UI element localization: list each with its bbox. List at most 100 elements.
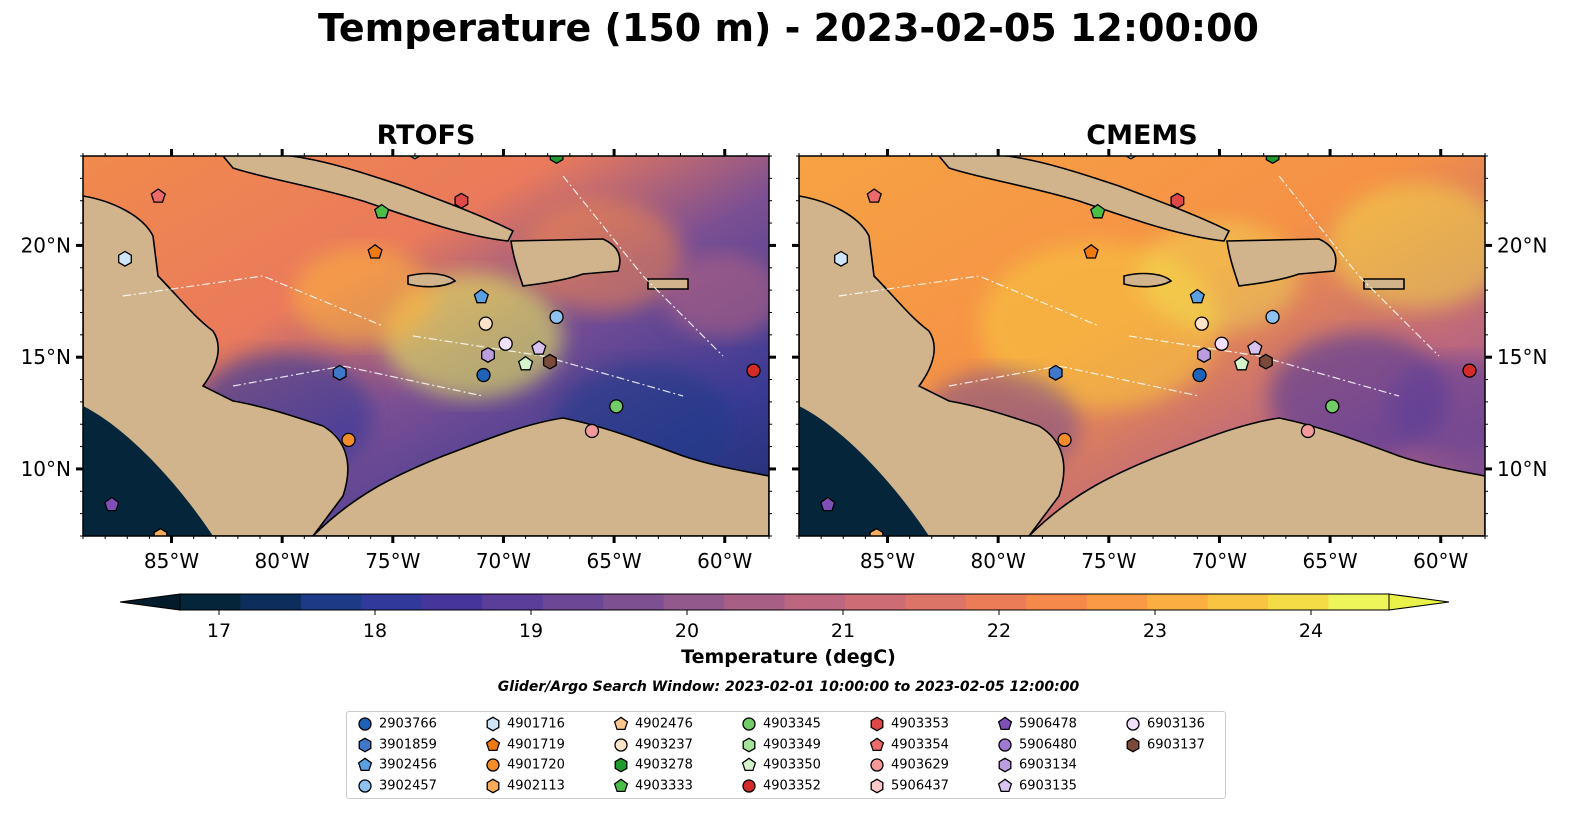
float-marker-4903237 — [1194, 316, 1209, 331]
float-marker-4903237 — [478, 316, 493, 331]
float-marker-6903136 — [498, 336, 513, 351]
float-marker-4901720 — [1057, 432, 1072, 448]
legend-label: 3902456 — [379, 757, 437, 773]
pentagon-marker-icon — [357, 757, 373, 772]
circle-marker-icon — [742, 778, 756, 793]
lon-tick-label: 60°W — [1413, 549, 1468, 573]
lat-tick-label: 20°N — [21, 233, 71, 257]
colorbar-tick-label: 18 — [363, 620, 387, 642]
pentagon-marker-icon — [741, 757, 757, 772]
legend-entry-4903278: 4903278 — [613, 757, 693, 774]
float-marker-4901719 — [1083, 243, 1099, 259]
colorbar-label: Temperature (degC) — [681, 646, 896, 668]
hexagon-marker-icon — [486, 778, 500, 793]
legend-entry-4903354: 4903354 — [869, 736, 949, 754]
legend-marker — [358, 717, 372, 731]
lon-tick-label: 85°W — [144, 549, 199, 573]
colorbar-segment — [1026, 594, 1088, 610]
legend-marker — [870, 758, 884, 772]
legend-marker — [613, 716, 629, 731]
colorbar-segment — [663, 594, 725, 610]
float-marker-4902113 — [153, 527, 168, 536]
legend-entry-2903766: 2903766 — [357, 716, 437, 733]
legend-marker — [486, 778, 500, 793]
legend-entry-4902113: 4902113 — [485, 778, 565, 795]
colorbar-tick-label: 17 — [207, 620, 231, 642]
float-marker-6903137 — [542, 353, 557, 370]
legend-marker — [614, 737, 628, 752]
float-marker-4903629 — [1300, 423, 1316, 439]
circle-marker-icon — [358, 717, 372, 731]
float-marker-4903350 — [1233, 355, 1250, 371]
legend-entry-4903349: 4903349 — [741, 737, 821, 754]
legend-marker — [742, 778, 756, 793]
legend-entry-6903137: 6903137 — [1125, 737, 1205, 754]
hexagon-marker-icon — [870, 778, 884, 793]
legend-entry-4903345: 4903345 — [741, 716, 821, 733]
float-marker-6903136 — [1214, 336, 1229, 351]
legend-marker — [358, 778, 372, 793]
float-marker-6903134 — [1197, 346, 1211, 363]
eez-boundary — [838, 275, 1100, 327]
legend-label: 6903135 — [1019, 778, 1077, 793]
float-marker-4902113 — [869, 527, 884, 536]
map-frame — [798, 155, 1486, 537]
circle-marker-icon — [1126, 717, 1140, 731]
colorbar-segment — [421, 594, 483, 610]
legend-entry-4903629: 4903629 — [869, 757, 949, 774]
lon-tick-label: 75°W — [365, 549, 420, 573]
lon-tick-label: 80°W — [255, 549, 310, 573]
legend-label: 4902113 — [507, 778, 565, 793]
float-legend: 2903766 3901859 3902456 3902457 4901716 49017… — [346, 711, 1226, 799]
float-marker-3902457 — [1265, 309, 1280, 325]
float-marker-3902457 — [549, 309, 564, 325]
float-marker-4903345 — [609, 399, 624, 414]
legend-label: 5906478 — [1019, 716, 1077, 732]
eez-boundary — [412, 335, 684, 397]
legend-label: 5906437 — [891, 778, 949, 793]
float-marker-4903354 — [866, 188, 882, 203]
legend-label: 4903629 — [891, 757, 949, 773]
colorbar-segment — [300, 594, 362, 610]
colorbar: 17 18 19 20 21 22 23 24 — [119, 593, 1450, 642]
legend-marker — [997, 777, 1013, 792]
legend-marker — [358, 737, 372, 752]
lon-tick-label: 60°W — [697, 549, 752, 573]
colorbar-segment — [240, 594, 302, 610]
hexagon-marker-icon — [742, 737, 756, 752]
hexagon-marker-icon — [358, 737, 372, 752]
float-marker-4901716 — [118, 250, 132, 267]
legend-marker — [485, 736, 501, 751]
float-marker-5906478 — [820, 496, 836, 512]
hexagon-marker-icon — [1126, 737, 1140, 752]
legend-marker — [742, 717, 756, 731]
map-frame — [82, 155, 770, 537]
legend-label: 4903345 — [763, 716, 821, 732]
eez-boundary — [562, 175, 724, 357]
search-window-text: Glider/Argo Search Window: 2023-02-01 10… — [497, 679, 1080, 695]
lon-tick-label: 70°W — [1192, 549, 1247, 573]
circle-marker-icon — [486, 758, 500, 772]
colorbar-segment — [1147, 594, 1209, 610]
colorbar-segment — [361, 594, 423, 610]
legend-label: 4901719 — [507, 737, 565, 752]
colorbar-tick-label: 24 — [1299, 620, 1323, 642]
legend-label: 6903137 — [1147, 737, 1205, 752]
colorbar-extend-high — [1388, 593, 1450, 611]
legend-label: 4901720 — [507, 757, 565, 773]
legend-label: 4903352 — [763, 778, 821, 793]
legend-entry-4903333: 4903333 — [613, 777, 693, 795]
lat-tick-label: 15°N — [21, 345, 71, 369]
legend-marker — [1126, 737, 1140, 752]
legend-entry-5906480: 5906480 — [997, 737, 1077, 754]
float-marker-6903134 — [481, 346, 495, 363]
legend-entry-5906478: 5906478 — [997, 716, 1077, 733]
float-marker-4901720 — [341, 432, 356, 448]
colorbar-segment — [180, 594, 241, 610]
legend-entry-4903352: 4903352 — [741, 778, 821, 795]
colorbar-tick-label: 20 — [675, 620, 699, 642]
legend-label: 3902457 — [379, 778, 437, 793]
legend-label: 4902476 — [635, 716, 693, 732]
legend-marker — [870, 778, 884, 793]
eez-boundary — [1128, 335, 1400, 397]
